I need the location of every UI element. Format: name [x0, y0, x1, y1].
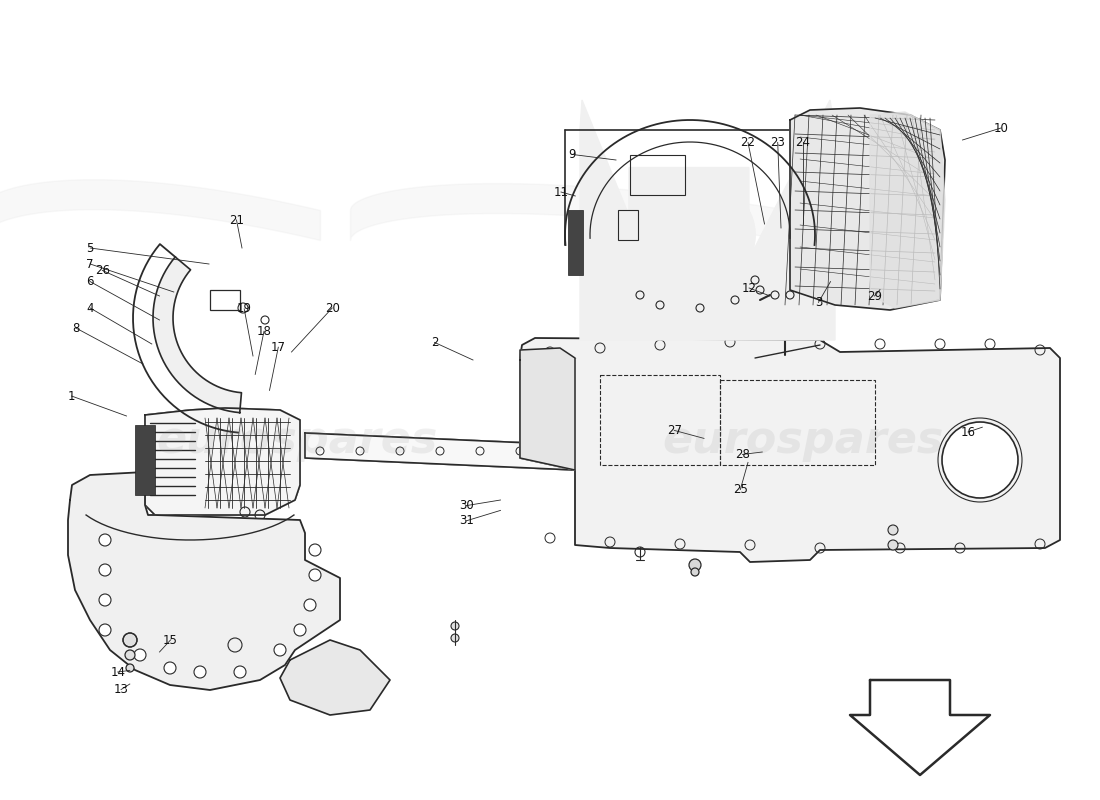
Circle shape [274, 644, 286, 656]
Text: 14: 14 [110, 666, 125, 678]
Polygon shape [153, 257, 242, 413]
Circle shape [691, 568, 698, 576]
Circle shape [689, 559, 701, 571]
Text: 20: 20 [324, 302, 340, 314]
Circle shape [942, 422, 1018, 498]
Text: 12: 12 [741, 282, 757, 294]
Text: 3: 3 [815, 296, 822, 309]
Text: 6: 6 [87, 275, 94, 288]
Bar [630, 155, 685, 195]
Polygon shape [870, 112, 945, 308]
Circle shape [126, 664, 134, 672]
Circle shape [194, 666, 206, 678]
Text: 10: 10 [993, 122, 1009, 134]
Text: eurospares: eurospares [156, 418, 438, 462]
Text: 22: 22 [740, 136, 756, 149]
Text: 4: 4 [87, 302, 94, 314]
Polygon shape [520, 348, 575, 470]
Text: 2: 2 [431, 336, 438, 349]
Text: 17: 17 [271, 341, 286, 354]
Circle shape [304, 599, 316, 611]
Circle shape [451, 622, 459, 630]
Text: eurospares: eurospares [662, 418, 944, 462]
Text: 18: 18 [256, 325, 272, 338]
Circle shape [99, 594, 111, 606]
Circle shape [294, 624, 306, 636]
Polygon shape [68, 472, 340, 690]
Circle shape [99, 564, 111, 576]
Text: 5: 5 [87, 242, 94, 254]
Circle shape [888, 525, 898, 535]
Text: 16: 16 [960, 426, 976, 438]
Text: 23: 23 [770, 136, 785, 149]
Text: 31: 31 [459, 514, 474, 527]
Text: 24: 24 [795, 136, 811, 149]
Text: 25: 25 [733, 483, 748, 496]
Polygon shape [520, 338, 1060, 562]
Text: 13: 13 [113, 683, 129, 696]
Bar [568, 210, 583, 275]
Text: 29: 29 [867, 290, 882, 302]
Circle shape [234, 666, 246, 678]
Text: 28: 28 [735, 448, 750, 461]
Text: 15: 15 [163, 634, 178, 646]
Text: 7: 7 [87, 258, 94, 270]
Text: 27: 27 [667, 424, 682, 437]
Text: 19: 19 [236, 302, 252, 315]
Bar [600, 375, 720, 465]
Circle shape [309, 544, 321, 556]
Circle shape [99, 534, 111, 546]
Polygon shape [580, 100, 835, 340]
Polygon shape [145, 408, 300, 515]
Text: 9: 9 [569, 148, 575, 161]
Circle shape [451, 634, 459, 642]
Text: 11: 11 [553, 186, 569, 198]
Circle shape [309, 569, 321, 581]
Text: 26: 26 [95, 264, 110, 277]
Bar [135, 425, 155, 495]
Text: 1: 1 [68, 390, 75, 402]
Polygon shape [629, 167, 755, 259]
Circle shape [123, 633, 138, 647]
Circle shape [888, 540, 898, 550]
Polygon shape [790, 108, 945, 310]
Circle shape [125, 650, 135, 660]
Polygon shape [280, 640, 390, 715]
Text: 8: 8 [73, 322, 79, 334]
Circle shape [164, 662, 176, 674]
Circle shape [99, 624, 111, 636]
Circle shape [134, 649, 146, 661]
Bar [720, 380, 874, 465]
Text: 30: 30 [459, 499, 474, 512]
Polygon shape [305, 433, 575, 470]
Polygon shape [850, 680, 990, 775]
Bar [618, 210, 638, 240]
Text: 21: 21 [229, 214, 244, 226]
Bar [210, 290, 240, 310]
